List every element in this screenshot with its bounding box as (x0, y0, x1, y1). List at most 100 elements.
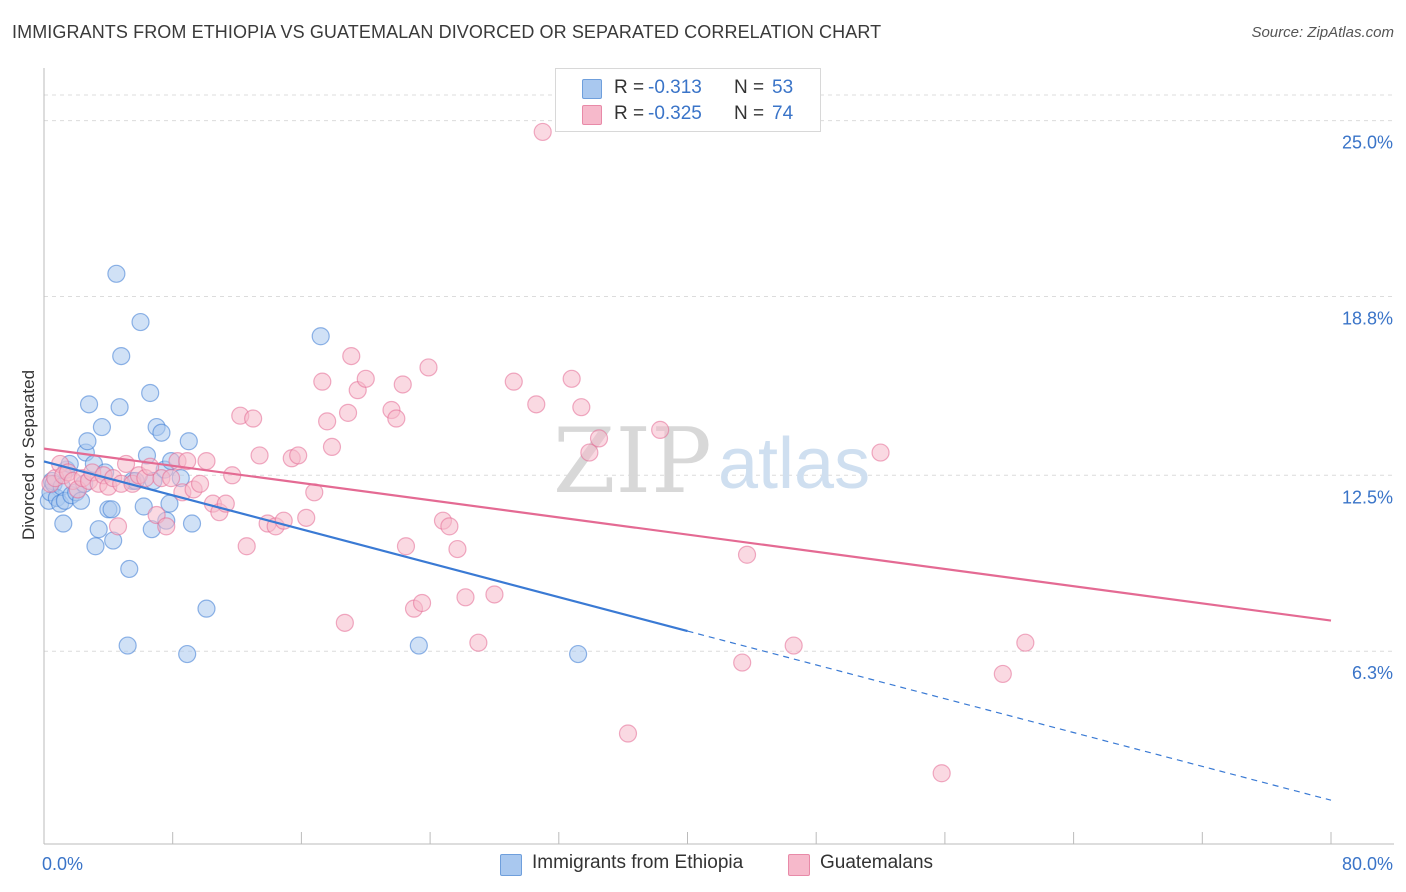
bottom-legend-label: Immigrants from Ethiopia (532, 852, 744, 873)
point-guatemalans (356, 369, 375, 388)
point-guatemalans (871, 443, 890, 462)
point-ethiopia (131, 312, 150, 332)
point-ethiopia (152, 423, 171, 442)
point-ethiopia (311, 327, 330, 346)
point-guatemalans (784, 636, 803, 655)
watermark: ZIP atlas (553, 409, 870, 514)
point-ethiopia (141, 383, 160, 403)
point-ethiopia (134, 497, 153, 516)
x-tick-label: 80.0% (1342, 854, 1393, 874)
point-guatemalans (412, 593, 432, 613)
point-ethiopia (54, 514, 73, 533)
point-guatemalans (157, 517, 176, 536)
point-guatemalans (250, 446, 269, 465)
legend-r-value: -0.313 (648, 77, 702, 98)
point-guatemalans (313, 372, 332, 391)
legend-n-value: 74 (772, 103, 794, 124)
legend-swatch-ethiopia (582, 79, 602, 99)
bottom-legend-label: Guatemalans (820, 852, 934, 873)
chart-title: IMMIGRANTS FROM ETHIOPIA VS GUATEMALAN D… (12, 22, 882, 42)
point-ethiopia (197, 599, 216, 618)
point-guatemalans (108, 517, 128, 536)
stats-legend: R = -0.313 N = 53 R = -0.325 N = 74 (555, 68, 821, 132)
x-tick-label: 0.0% (42, 854, 83, 874)
point-guatemalans (572, 398, 591, 417)
legend-n-label: N = (734, 77, 765, 98)
point-ethiopia (102, 500, 121, 519)
point-ethiopia (107, 264, 126, 283)
point-guatemalans (932, 764, 951, 783)
point-guatemalans (618, 724, 638, 743)
point-ethiopia (179, 432, 198, 451)
trend-line-ethiopia-extension (687, 630, 1332, 801)
legend-swatch-guatemalans (582, 105, 602, 125)
point-guatemalans (393, 375, 412, 394)
point-guatemalans (1016, 633, 1035, 652)
point-guatemalans (297, 508, 316, 527)
point-ethiopia (569, 644, 588, 664)
point-guatemalans (589, 429, 609, 448)
point-guatemalans (178, 451, 197, 471)
point-guatemalans (651, 420, 670, 439)
point-guatemalans (161, 469, 181, 488)
point-ethiopia (79, 395, 99, 414)
point-guatemalans (396, 537, 416, 556)
y-axis-label: Divorced or Separated (19, 370, 38, 540)
point-ethiopia (110, 398, 129, 417)
point-ethiopia (120, 559, 139, 579)
point-guatemalans (580, 443, 599, 462)
legend-r-label: R = (614, 77, 645, 98)
point-guatemalans (197, 451, 216, 471)
point-guatemalans (419, 358, 438, 377)
point-guatemalans (469, 633, 488, 652)
data-points (39, 122, 1035, 783)
watermark-atlas: atlas (718, 424, 870, 504)
point-ethiopia (78, 432, 97, 451)
trend-lines (43, 447, 1332, 801)
point-guatemalans (387, 409, 406, 428)
axes (43, 68, 1394, 845)
legend-r-value: -0.325 (648, 103, 702, 124)
y-tick-label: 25.0% (1342, 133, 1393, 153)
point-guatemalans (733, 653, 752, 672)
bottom-legend-swatch-guatemalans (788, 854, 810, 876)
point-guatemalans (533, 122, 552, 142)
point-ethiopia (178, 644, 197, 664)
point-ethiopia (86, 537, 105, 556)
y-tick-label: 6.3% (1352, 663, 1393, 683)
source-credit: Source: ZipAtlas.com (1251, 24, 1394, 41)
trend-line-ethiopia (43, 460, 688, 633)
point-ethiopia (118, 636, 137, 655)
point-guatemalans (335, 613, 354, 632)
gridlines (44, 94, 1394, 652)
point-guatemalans (244, 409, 263, 428)
point-ethiopia (89, 520, 108, 539)
legend-n-value: 53 (772, 77, 794, 98)
point-ethiopia (92, 417, 112, 437)
point-guatemalans (485, 585, 504, 604)
point-guatemalans (456, 588, 475, 607)
point-guatemalans (448, 539, 467, 559)
point-guatemalans (289, 446, 308, 465)
bottom-legend-swatch-ethiopia (500, 854, 522, 876)
point-guatemalans (318, 412, 337, 431)
point-guatemalans (504, 372, 523, 391)
point-guatemalans (527, 395, 546, 414)
point-guatemalans (737, 545, 757, 564)
tick-labels: 6.3% 12.5% 18.8% 25.0% 0.0% 80.0% (42, 133, 1393, 874)
watermark-zip: ZIP (553, 409, 712, 514)
point-ethiopia (182, 514, 202, 533)
point-ethiopia (409, 636, 428, 655)
point-guatemalans (338, 403, 358, 422)
trend-line-guatemalans (43, 447, 1332, 622)
point-guatemalans (342, 346, 361, 366)
point-guatemalans (562, 369, 581, 388)
point-guatemalans (190, 474, 210, 493)
point-guatemalans (322, 437, 342, 457)
y-tick-label: 12.5% (1342, 487, 1393, 507)
point-guatemalans (440, 517, 459, 536)
legend-n-label: N = (734, 103, 765, 124)
y-tick-label: 18.8% (1342, 309, 1393, 329)
point-guatemalans (237, 537, 256, 556)
